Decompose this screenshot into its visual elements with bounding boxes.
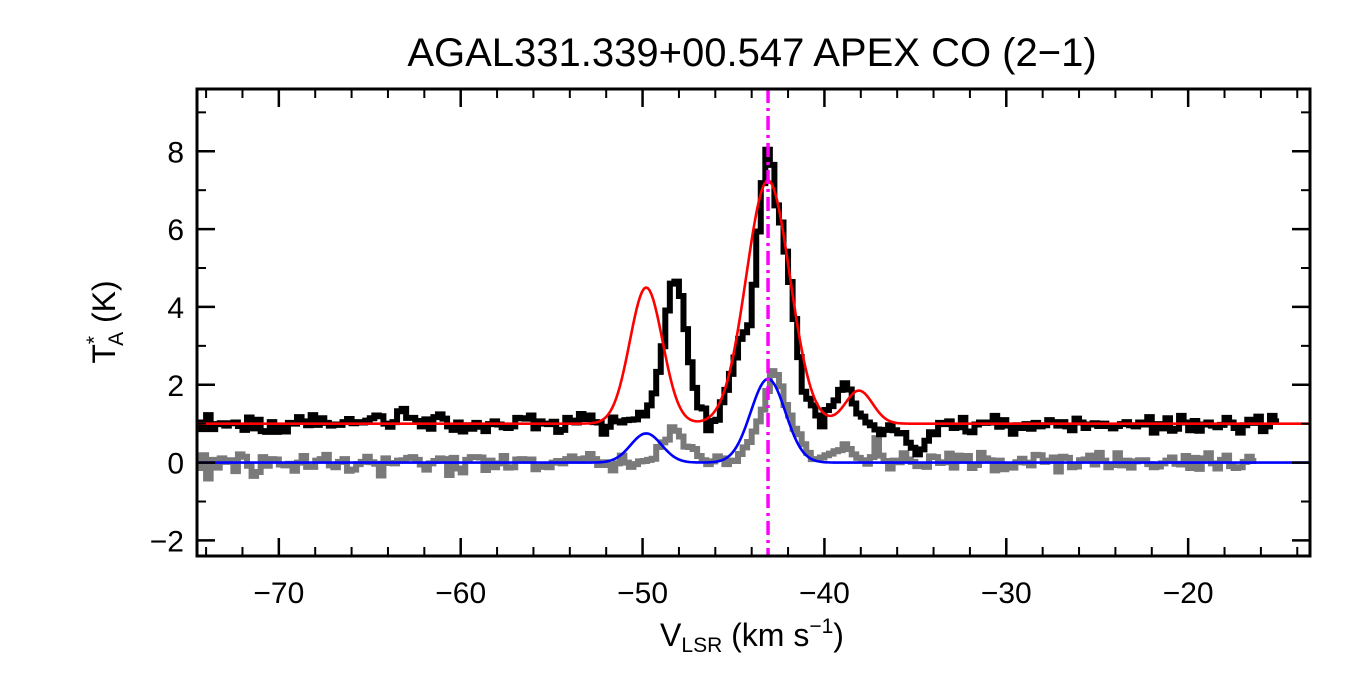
x-axis-label-close: )	[833, 617, 844, 653]
y-tick-label: 6	[167, 214, 184, 247]
x-tick-label: −40	[799, 577, 850, 610]
x-axis-label-sub: LSR	[681, 634, 722, 657]
fit-blue-curve	[197, 377, 1310, 464]
fit-red-curve	[197, 179, 1310, 425]
x-axis-label: VLSR (km s−1)	[660, 615, 844, 657]
x-tick-label: −50	[617, 577, 668, 610]
y-tick-label: 4	[167, 292, 184, 325]
plot-frame	[195, 87, 1312, 558]
y-axis-label-sup: *	[83, 336, 106, 344]
x-axis-label-main: V	[660, 617, 682, 653]
y-tick-label: −2	[150, 525, 184, 558]
y-axis-label-sub: A	[105, 332, 128, 346]
x-axis-label-sup: −1	[809, 615, 833, 638]
x-axis-label-unit: (km s	[722, 617, 809, 653]
x-tick-label: −60	[435, 577, 486, 610]
y-axis-label-unit: (K)	[86, 280, 122, 332]
chart-title: AGAL331.339+00.547 APEX CO (2−1)	[407, 31, 1096, 75]
x-tick-label: −20	[1163, 577, 1214, 610]
y-tick-label: 8	[167, 136, 184, 169]
spectrum-black-histogram	[197, 146, 1280, 458]
y-tick-label: 0	[167, 448, 184, 481]
x-tick-label: −70	[253, 577, 304, 610]
y-axis-label: T*A (K)	[83, 280, 128, 363]
plot-area	[197, 89, 1310, 556]
x-tick-label: −30	[981, 577, 1032, 610]
y-axis-label-main: T	[86, 344, 122, 364]
y-tick-label: 2	[167, 370, 184, 403]
